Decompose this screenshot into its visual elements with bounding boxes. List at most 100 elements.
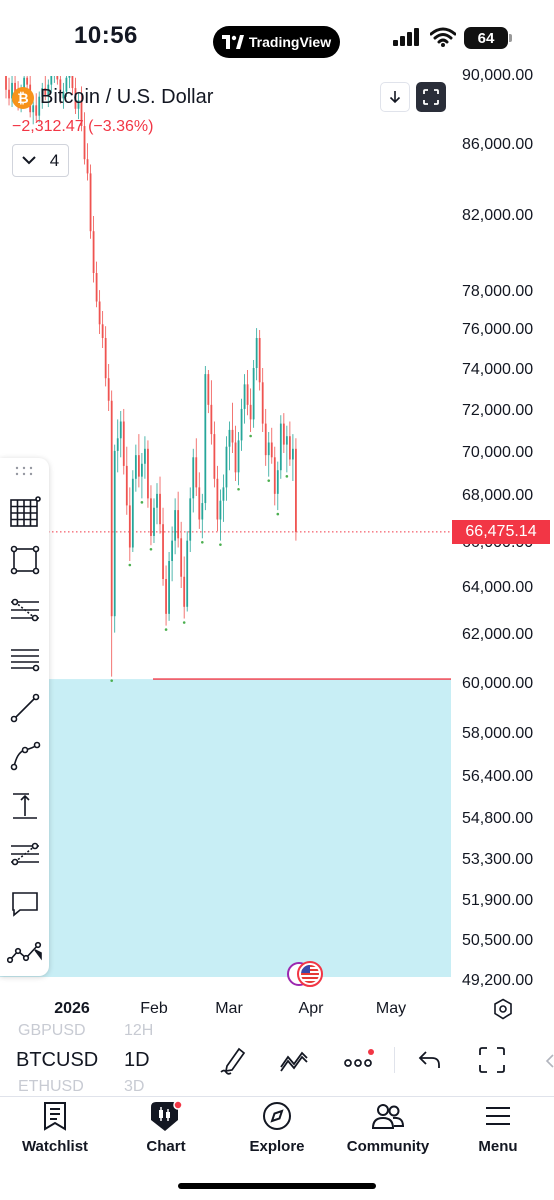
- candle: [101, 311, 104, 348]
- more-options-button[interactable]: [340, 1042, 376, 1078]
- pattern-icon: [7, 941, 42, 964]
- price-axis-label: 76,000.00: [462, 321, 534, 338]
- candle: [38, 91, 41, 123]
- tab-menu[interactable]: Menu: [443, 1100, 553, 1162]
- trend-line-tool-button[interactable]: [7, 690, 43, 726]
- time-axis[interactable]: 2026 Feb Mar Apr May: [0, 992, 554, 1026]
- candle: [89, 164, 92, 239]
- candle: [171, 526, 173, 582]
- candle: [32, 98, 35, 125]
- measure-tool-button[interactable]: [7, 788, 43, 824]
- indicators-toggle-button[interactable]: 4: [12, 144, 69, 177]
- candle: [288, 421, 291, 466]
- candle: [5, 76, 7, 99]
- candle: [210, 380, 213, 445]
- candle: [116, 419, 119, 473]
- candle: [153, 498, 155, 543]
- price-axis[interactable]: 90,000.00 86,000.00 82,000.00 78,000.00 76,0…: [452, 67, 554, 989]
- candle: [80, 86, 83, 132]
- tab-chart[interactable]: Chart: [111, 1100, 221, 1162]
- price-axis-label: 53,300.00: [462, 851, 534, 868]
- tradingview-logo-icon: [221, 35, 244, 49]
- low-marker: [219, 543, 222, 546]
- chart-area[interactable]: [0, 76, 554, 1020]
- status-bar: 10:56 TradingView 64: [0, 0, 554, 76]
- low-marker: [128, 563, 132, 567]
- scroll-to-latest-button[interactable]: [380, 82, 410, 112]
- rectangle-icon: [10, 545, 40, 575]
- symbol-toolbar: GBPUSD ETHUSD 12H 3D: [0, 1022, 554, 1098]
- speech-bubble-icon: [12, 892, 38, 917]
- candle: [279, 415, 282, 479]
- pen-icon: [220, 1047, 246, 1075]
- grid-icon: [10, 496, 41, 527]
- candle: [47, 79, 50, 108]
- battery-icon: 64: [464, 27, 512, 49]
- low-marker: [149, 547, 153, 551]
- symbol-header[interactable]: ₿ Bitcoin / U.S. Dollar: [12, 86, 213, 109]
- price-chart[interactable]: [0, 76, 554, 1020]
- drag-handle-icon[interactable]: [14, 466, 34, 476]
- candle: [240, 398, 243, 451]
- candle: [59, 76, 62, 104]
- curve-tool-button[interactable]: [7, 738, 43, 774]
- callout-tool-button[interactable]: [7, 886, 43, 922]
- interval-picker-prev: 12H: [124, 1022, 154, 1039]
- candle: [249, 388, 252, 432]
- undo-button[interactable]: [412, 1042, 448, 1078]
- price-axis-label: 50,500.00: [462, 932, 534, 949]
- candle: [219, 489, 222, 541]
- grid-tool-button[interactable]: [7, 494, 43, 530]
- app-pill-label: TradingView: [248, 34, 332, 50]
- low-marker: [249, 434, 252, 438]
- price-axis-label: 49,200.00: [462, 972, 534, 989]
- app-pill[interactable]: TradingView: [213, 26, 340, 58]
- home-indicator: [178, 1183, 376, 1189]
- candle: [261, 368, 264, 432]
- low-marker: [164, 628, 168, 631]
- candle: [174, 498, 177, 555]
- chart-settings-icon[interactable]: [493, 998, 513, 1020]
- parallel-lines-tool-button[interactable]: [7, 640, 43, 676]
- symbol-title[interactable]: Bitcoin / U.S. Dollar: [40, 86, 214, 108]
- tab-community[interactable]: Community: [333, 1100, 443, 1162]
- indicators-button[interactable]: [276, 1042, 312, 1078]
- low-marker: [182, 621, 186, 624]
- watchlist-icon: [44, 1102, 66, 1131]
- fullscreen-toggle-button[interactable]: [474, 1042, 510, 1078]
- candle: [192, 448, 195, 513]
- chart-tab-icon: [151, 1100, 183, 1131]
- candle: [243, 374, 246, 424]
- candle: [195, 438, 198, 496]
- draw-button[interactable]: [216, 1042, 252, 1078]
- pattern-tool-button[interactable]: [7, 934, 43, 970]
- tab-watchlist[interactable]: Watchlist: [0, 1100, 110, 1162]
- tab-label-menu: Menu: [478, 1138, 518, 1155]
- fib-channel-tool-button[interactable]: [7, 836, 43, 872]
- event-badges[interactable]: [286, 960, 326, 990]
- symbol-picker[interactable]: BTCUSD: [16, 1049, 99, 1071]
- chevron-left-icon[interactable]: [544, 1054, 554, 1068]
- price-axis-label: 51,900.00: [462, 892, 534, 909]
- fib-retracement-tool-button[interactable]: [7, 592, 43, 628]
- candle: [165, 565, 167, 626]
- candle: [180, 521, 183, 588]
- interval-picker[interactable]: 1D: [124, 1049, 150, 1071]
- rectangle-tool-button[interactable]: [7, 542, 43, 578]
- low-marker: [267, 479, 271, 482]
- candle: [264, 408, 267, 466]
- more-dots-icon: [344, 1049, 374, 1067]
- candle: [246, 370, 249, 416]
- tab-label-chart: Chart: [146, 1138, 186, 1155]
- symbol-picker-next: ETHUSD: [18, 1078, 84, 1095]
- price-axis-label: 60,000.00: [462, 675, 534, 692]
- fullscreen-button[interactable]: [416, 82, 446, 112]
- price-axis-label: 78,000.00: [462, 283, 534, 300]
- candle: [95, 261, 98, 308]
- candle: [141, 453, 143, 499]
- candle: [144, 436, 146, 479]
- low-marker: [285, 475, 289, 478]
- time-axis-label: May: [375, 1000, 407, 1017]
- tab-explore[interactable]: Explore: [222, 1100, 332, 1162]
- candle: [159, 476, 161, 534]
